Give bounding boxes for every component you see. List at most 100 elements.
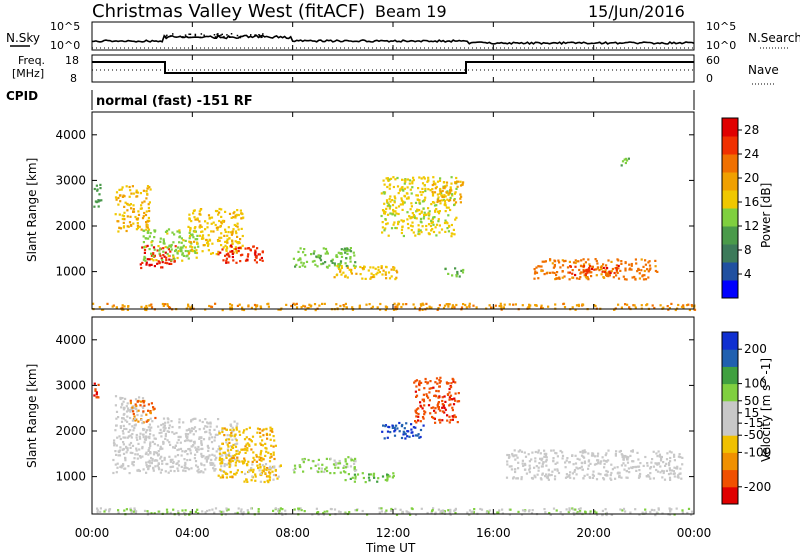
- power-cell: [295, 302, 298, 305]
- nsky-point: [194, 34, 197, 37]
- power-cell: [583, 274, 586, 277]
- vel-cell: [394, 429, 397, 432]
- vel-cell: [630, 466, 633, 469]
- power-cell: [100, 308, 104, 311]
- vel-cell: [125, 427, 128, 431]
- power-cell: [369, 266, 372, 269]
- power-cell: [558, 277, 561, 280]
- vel-cell: [238, 430, 241, 433]
- vel-cell: [565, 459, 568, 462]
- vel-cell: [93, 394, 96, 397]
- vel-cell: [231, 446, 235, 449]
- vel-cell: [125, 445, 128, 448]
- vel-cell: [406, 435, 409, 438]
- vel-cell: [536, 473, 539, 476]
- vel-cell: [539, 457, 542, 460]
- power-cell: [551, 271, 554, 274]
- power-cell: [438, 199, 442, 202]
- power-cell: [384, 210, 387, 213]
- power-cell: [393, 266, 396, 269]
- vel-cell: [436, 405, 439, 408]
- vel-cell: [227, 462, 230, 465]
- vel-cell: [544, 455, 548, 458]
- power-cell: [400, 228, 404, 231]
- power-cell: [553, 265, 556, 268]
- power-cell: [584, 273, 587, 276]
- vel-cell: [361, 472, 364, 475]
- vel-cell: [572, 511, 575, 515]
- power-cell: [382, 209, 385, 213]
- vel-cell: [176, 441, 179, 444]
- power-cell: [541, 307, 544, 310]
- vel-cell: [116, 466, 119, 469]
- power-cell: [231, 240, 234, 243]
- vel-cell: [434, 407, 437, 410]
- vel-cell: [323, 470, 326, 473]
- vel-cell: [160, 447, 163, 450]
- vel-cell: [250, 440, 253, 443]
- vel-cell: [231, 476, 234, 479]
- power-cell: [226, 241, 229, 244]
- power-cell: [617, 259, 620, 262]
- vel-cell: [571, 507, 574, 510]
- vel-cell: [103, 510, 106, 513]
- vel-cell: [194, 417, 197, 420]
- power-cell: [337, 251, 340, 254]
- vel-cell: [414, 410, 417, 413]
- vel-cell: [147, 468, 150, 471]
- power-cell: [447, 305, 450, 308]
- vel-cell: [432, 416, 435, 420]
- power-cell: [120, 188, 123, 191]
- vel-cell: [448, 421, 451, 424]
- power-cell: [210, 230, 213, 233]
- vel-cell: [324, 468, 327, 471]
- vel-cell: [556, 469, 559, 472]
- vel-cell: [157, 450, 160, 453]
- power-cell: [126, 209, 129, 212]
- vel-cell: [657, 507, 660, 510]
- vel-cell: [417, 412, 420, 416]
- vel-cell: [416, 434, 419, 437]
- power-cell: [434, 210, 437, 213]
- power-cell: [150, 254, 153, 257]
- power-cell: [388, 187, 391, 190]
- power-cell: [302, 304, 305, 307]
- power-cell: [234, 247, 237, 251]
- vel-colorbar-tick-label: 50: [744, 394, 759, 408]
- power-colorbar-swatch: [722, 154, 738, 173]
- vel-cell: [147, 403, 150, 406]
- power-cell: [118, 226, 121, 229]
- vel-cell: [344, 479, 347, 482]
- vel-cell: [441, 399, 444, 403]
- power-cell: [176, 251, 179, 254]
- power-cell: [148, 264, 151, 267]
- vel-cell: [150, 402, 153, 405]
- power-cell: [344, 262, 347, 265]
- power-cell: [382, 269, 385, 272]
- vel-cell: [197, 445, 200, 449]
- power-cell: [219, 251, 222, 254]
- power-cell: [148, 258, 151, 261]
- power-cell: [620, 262, 623, 265]
- vel-cell: [245, 428, 248, 431]
- vel-cell: [135, 436, 138, 439]
- power-cell: [633, 304, 636, 307]
- power-cell: [117, 220, 120, 223]
- power-cell: [244, 259, 248, 262]
- vel-cell: [414, 513, 418, 516]
- vel-cell: [543, 449, 546, 452]
- vel-cell: [353, 480, 356, 483]
- vel-cell: [245, 478, 248, 481]
- power-cell: [224, 244, 227, 247]
- vel-cell: [215, 456, 218, 459]
- vel-cell: [248, 426, 251, 429]
- vel-cell: [214, 507, 218, 510]
- vel-cell: [393, 434, 397, 437]
- power-cell: [193, 209, 196, 212]
- power-cell: [348, 249, 351, 252]
- power-cell: [598, 269, 601, 272]
- vel-cell: [243, 448, 246, 451]
- vel-cell: [177, 512, 180, 515]
- power-cell: [385, 207, 388, 210]
- vel-cell: [197, 468, 200, 471]
